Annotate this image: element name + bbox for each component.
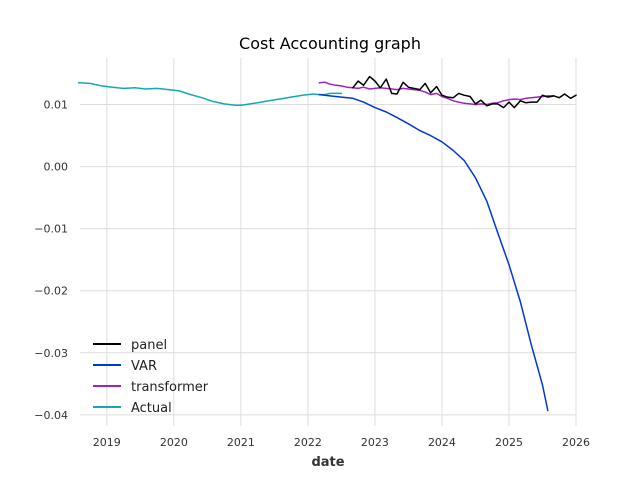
x-tick-label: 2019: [93, 436, 121, 449]
legend-label: transformer: [131, 380, 209, 395]
legend-label: VAR: [131, 359, 157, 374]
series-line-transformer: [318, 81, 555, 106]
legend-label: Actual: [131, 401, 172, 416]
x-tick-label: 2026: [562, 436, 590, 449]
x-tick-label: 2021: [227, 436, 255, 449]
y-tick-label: −0.01: [34, 223, 68, 236]
legend: panel VAR transformer Actual: [93, 338, 209, 416]
x-tick-label: 2024: [428, 436, 456, 449]
y-tick-label: 0.01: [44, 99, 69, 112]
plot-area: [77, 75, 577, 412]
x-tick-label: 2025: [495, 436, 523, 449]
y-tick-label: −0.02: [34, 285, 68, 298]
series-line-panel: [352, 75, 577, 109]
y-tick-label: −0.03: [34, 347, 68, 360]
series-line-actual: [77, 82, 343, 106]
x-axis-label: date: [311, 455, 344, 470]
chart-title: Cost Accounting graph: [239, 34, 421, 53]
series-line-var: [318, 93, 549, 412]
legend-label: panel: [131, 338, 167, 353]
x-tick-label: 2022: [294, 436, 322, 449]
grid: [80, 58, 577, 426]
x-tick-label: 2023: [361, 436, 389, 449]
y-axis: 0.01 0.00 −0.01 −0.02 −0.03 −0.04: [34, 99, 68, 422]
x-tick-label: 2020: [160, 436, 188, 449]
y-tick-label: 0.00: [44, 161, 69, 174]
x-axis: 2019 2020 2021 2022 2023 2024 2025 2026: [93, 436, 590, 449]
y-tick-label: −0.04: [34, 409, 68, 422]
